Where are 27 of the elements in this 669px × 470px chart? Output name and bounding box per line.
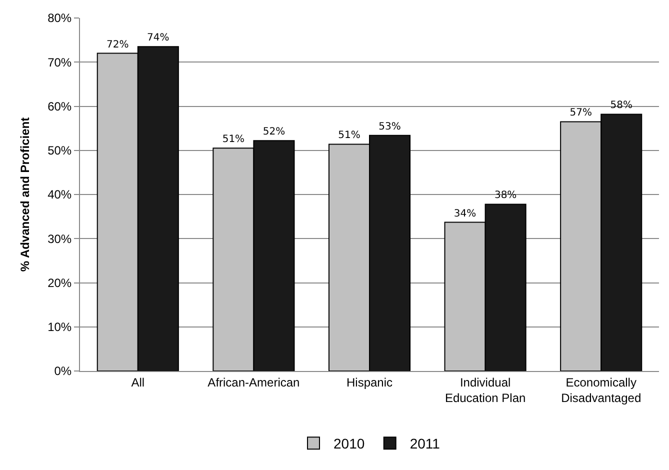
x-tick-label: Hispanic <box>346 375 393 390</box>
y-tick-label: 30% <box>48 232 72 246</box>
legend-label: 2010 <box>334 436 365 452</box>
data-label: 34% <box>454 208 476 220</box>
data-label: 52% <box>262 126 286 138</box>
data-label: 57% <box>570 108 592 119</box>
x-tick-label: All <box>131 375 145 390</box>
y-tick-label: 70% <box>48 55 72 70</box>
legend-label: 2011 <box>410 436 440 452</box>
y-axis-title: % Advanced and Proficient <box>18 117 32 272</box>
y-tick-label: 80% <box>48 11 72 26</box>
x-tick-label: African-American <box>208 375 300 390</box>
y-tick-label: 40% <box>48 188 72 202</box>
data-label: 38% <box>494 190 517 202</box>
y-tick-label: 0% <box>54 364 72 378</box>
data-label: 51% <box>338 130 360 142</box>
y-tick-label: 50% <box>48 144 72 158</box>
x-tick-label: Individual Education Plan <box>444 375 526 405</box>
y-tick-label: 20% <box>48 276 72 290</box>
y-tick-label: 60% <box>48 99 72 114</box>
data-label: 74% <box>147 32 170 44</box>
data-label: 53% <box>378 121 401 132</box>
x-tick-label: Economically Disadvantaged <box>561 375 642 405</box>
data-label: 51% <box>222 134 245 146</box>
y-tick-label: 10% <box>48 320 72 334</box>
data-label: 58% <box>610 100 632 112</box>
data-label: 72% <box>106 39 129 50</box>
